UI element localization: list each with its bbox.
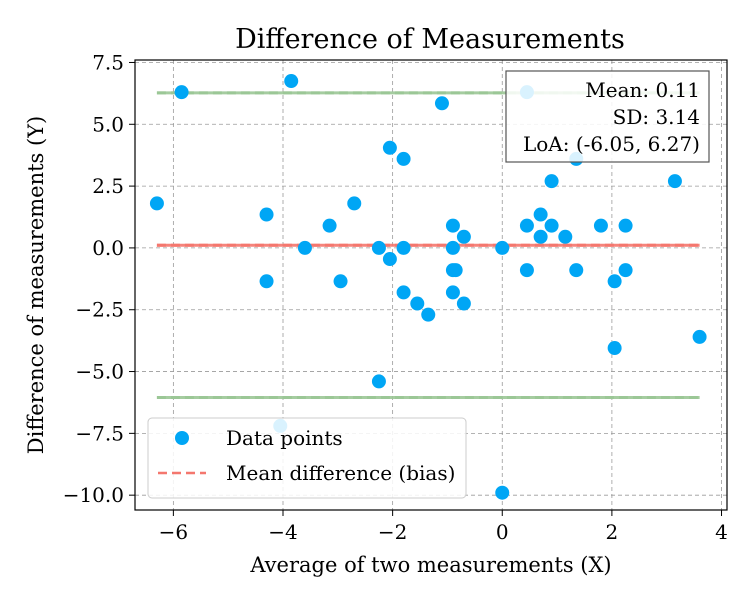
data-point-15 — [396, 240, 411, 255]
x-tick-label-3: 0 — [496, 520, 509, 544]
data-point-28 — [495, 485, 510, 500]
y-axis-label: Difference of measurements (Y) — [24, 116, 48, 454]
legend-marker-data-points — [175, 431, 189, 445]
x-tick-label-4: 2 — [606, 520, 619, 544]
x-tick-label-5: 4 — [715, 520, 728, 544]
x-tick-label-0: −6 — [159, 520, 188, 544]
data-point-43 — [618, 263, 633, 278]
stats-box-frame — [505, 70, 710, 163]
data-point-18 — [421, 307, 436, 322]
y-tick-label-0: 7.5 — [92, 50, 124, 74]
data-point-39 — [593, 218, 608, 233]
data-point-20 — [445, 218, 460, 233]
data-point-16 — [396, 285, 411, 300]
plot-frame — [134, 59, 728, 511]
stats-box: Mean: 0.11 SD: 3.14 LoA: (-6.05, 6.27) — [505, 70, 710, 163]
x-tick-label-1: −4 — [268, 520, 297, 544]
data-point-33 — [533, 229, 548, 244]
data-point-11 — [371, 374, 386, 389]
data-point-12 — [382, 140, 397, 155]
data-point-7 — [322, 218, 337, 233]
stats-sd: SD: 3.14 — [613, 105, 700, 129]
data-point-26 — [456, 296, 471, 311]
data-point-6 — [297, 240, 312, 255]
stats-mean: Mean: 0.11 — [585, 78, 700, 102]
data-point-2 — [259, 207, 274, 222]
data-point-21 — [445, 240, 460, 255]
data-point-25 — [456, 229, 471, 244]
data-point-38 — [569, 263, 584, 278]
x-tick-label-2: −2 — [378, 520, 407, 544]
data-point-17 — [410, 296, 425, 311]
data-point-45 — [692, 329, 707, 344]
x-axis-label: Average of two measurements (X) — [249, 553, 611, 577]
x-axis: −6 −4 −2 0 2 4 — [159, 510, 728, 544]
data-point-10 — [371, 240, 386, 255]
y-tick-label-6: −7.5 — [75, 421, 124, 445]
data-point-31 — [519, 263, 534, 278]
data-point-44 — [667, 174, 682, 189]
legend: Data points Mean difference (bias) — [147, 417, 467, 499]
data-point-19 — [434, 96, 449, 111]
data-point-1 — [174, 85, 189, 100]
data-point-0 — [149, 196, 164, 211]
data-point-30 — [519, 218, 534, 233]
stats-loa: LoA: (-6.05, 6.27) — [523, 132, 700, 156]
y-tick-label-5: −5.0 — [75, 360, 124, 384]
data-point-23 — [445, 285, 460, 300]
y-tick-label-4: −2.5 — [75, 298, 124, 322]
data-point-41 — [607, 341, 622, 356]
legend-label-mean-difference: Mean difference (bias) — [226, 461, 455, 485]
data-point-3 — [259, 274, 274, 289]
data-point-24 — [448, 263, 463, 278]
data-point-9 — [347, 196, 362, 211]
data-point-27 — [495, 240, 510, 255]
legend-label-data-points: Data points — [226, 426, 343, 450]
y-tick-label-3: 0.0 — [92, 236, 124, 260]
chart-title: Difference of Measurements — [235, 24, 625, 55]
data-point-34 — [544, 174, 559, 189]
y-axis: 7.5 5.0 2.5 0.0 −2.5 −5.0 −7.5 −10.0 — [63, 50, 135, 507]
data-point-8 — [333, 274, 348, 289]
data-point-13 — [382, 252, 397, 267]
y-tick-label-2: 2.5 — [92, 174, 124, 198]
y-tick-label-1: 5.0 — [92, 112, 124, 136]
data-point-40 — [607, 274, 622, 289]
legend-frame — [147, 417, 467, 499]
data-point-36 — [558, 229, 573, 244]
data-point-42 — [618, 218, 633, 233]
y-tick-label-7: −10.0 — [63, 483, 124, 507]
data-point-35 — [544, 218, 559, 233]
data-point-14 — [396, 151, 411, 166]
data-point-5 — [284, 74, 299, 89]
data-point-32 — [533, 207, 548, 222]
